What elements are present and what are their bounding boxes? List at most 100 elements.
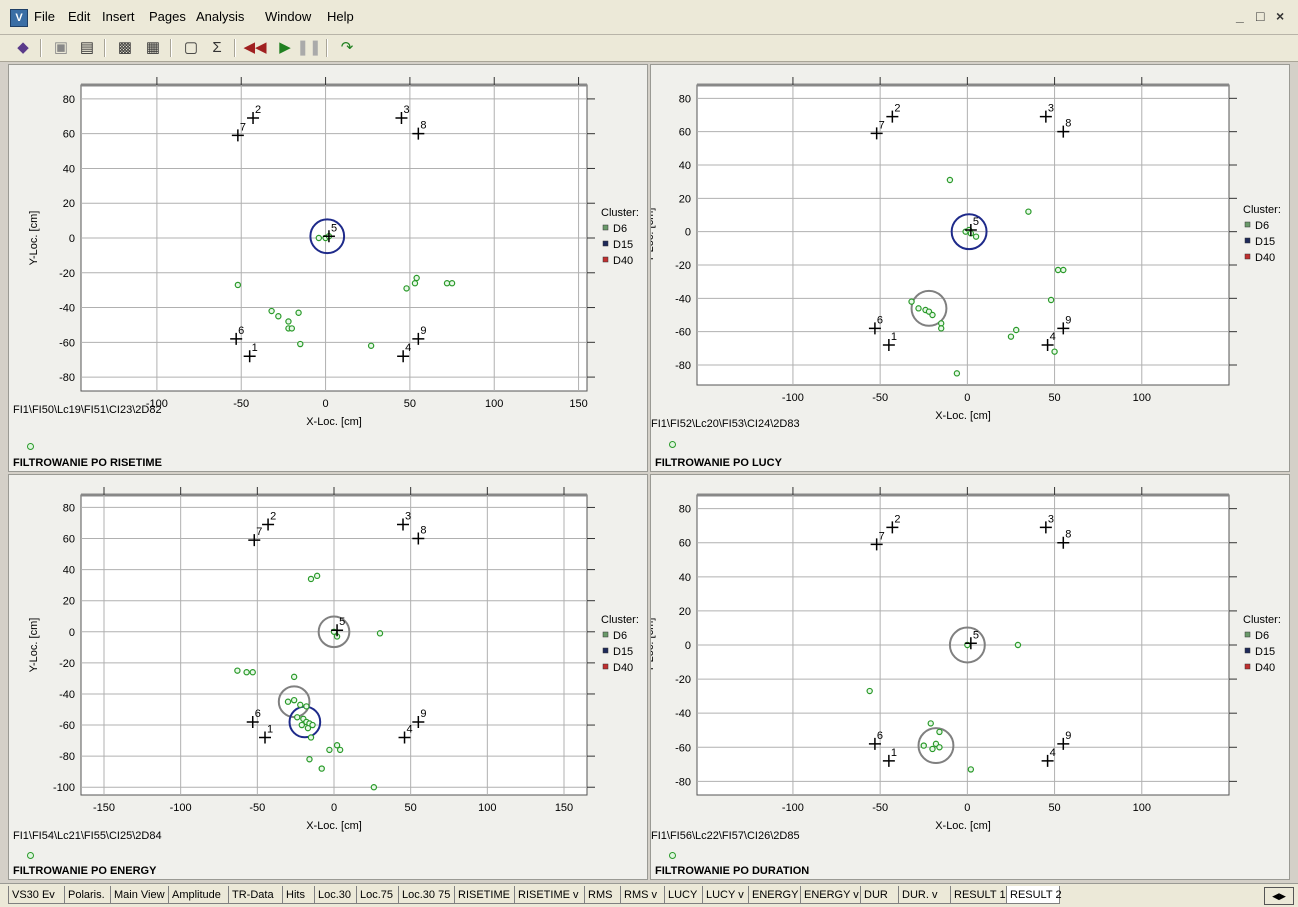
event-point [294, 714, 301, 721]
y-tick-label: 80 [63, 94, 75, 106]
legend-item: D40 [613, 255, 633, 267]
event-point [285, 318, 292, 325]
legend-swatch [602, 240, 609, 247]
tab-risetime[interactable]: RISETIME [454, 886, 516, 904]
sensor-marker [964, 224, 977, 236]
menu-window[interactable]: Window [265, 9, 312, 24]
sensor-marker [882, 754, 895, 767]
event-point [376, 630, 384, 637]
sigma-icon[interactable]: Σ [212, 39, 222, 56]
page-setup-icon[interactable]: ▦ [145, 39, 161, 56]
tab-risetime-v[interactable]: RISETIME v [514, 886, 586, 904]
chart-panel-energy[interactable]: 80 60 40 20 0 -20 -40 -60 -80 -100 -150 -100 -50 0 50 1… [8, 474, 648, 880]
menu-pages[interactable]: Pages [149, 9, 186, 24]
legend-title: Cluster: [601, 207, 639, 219]
sensor-label: 4 [405, 342, 411, 354]
y-tick-label: -40 [59, 689, 75, 701]
step-icon[interactable]: ↷ [340, 39, 354, 56]
cluster-circle [309, 218, 346, 255]
tab-result-2[interactable]: RESULT 2 [1006, 886, 1062, 904]
tab-tr-data[interactable]: TR-Data [228, 886, 284, 904]
menu-analysis[interactable]: Analysis [196, 9, 245, 24]
tab-vs30-ev[interactable]: VS30 Ev [8, 886, 66, 904]
chart-panel-lucy[interactable]: 80 60 40 20 0 -20 -40 -60 -80 -100 -50 0 50 100 X-Loc.… [650, 64, 1290, 472]
y-tick-label: 60 [63, 534, 75, 546]
tab-polaris[interactable]: Polaris. [64, 886, 112, 904]
y-tick-label: -60 [59, 720, 75, 732]
tab-hits[interactable]: Hits [282, 886, 316, 904]
y-tick-label: -60 [675, 327, 691, 339]
legend-marker [669, 441, 676, 448]
save-icon[interactable]: ▣ [53, 39, 69, 56]
sensor-marker [331, 624, 344, 637]
close-button[interactable]: × [1276, 8, 1285, 24]
legend-item: D6 [613, 223, 627, 235]
legend-swatch [602, 647, 609, 654]
legend-marker [27, 852, 34, 859]
sheet-tab-bar: ◀▶ VS30 Ev Polaris. Main View Amplitude TR-D… [0, 883, 1298, 907]
sensor-label: 2 [255, 104, 261, 116]
rewind-icon[interactable]: ◀◀ [243, 39, 267, 56]
tab-loc-30-75[interactable]: Loc.30 75 [398, 886, 456, 904]
x-tick-label: 50 [405, 802, 417, 814]
play-icon[interactable]: ▶ [279, 39, 291, 56]
tab-loc-30[interactable]: Loc.30 [314, 886, 358, 904]
sensor-label: 1 [891, 331, 897, 343]
sensor-marker [1039, 521, 1052, 534]
legend-swatch [1244, 237, 1251, 244]
tab-result-1[interactable]: RESULT 1 [950, 886, 1008, 904]
menu-file[interactable]: File [34, 9, 55, 24]
sensor-label: 8 [420, 525, 426, 537]
tab-rms-v[interactable]: RMS v [620, 886, 666, 904]
legend-swatch [1244, 221, 1251, 228]
tab-amplitude[interactable]: Amplitude [168, 886, 230, 904]
tab-main-view[interactable]: Main View [110, 886, 170, 904]
tab-lucy-v[interactable]: LUCY v [702, 886, 750, 904]
tab-dur-v[interactable]: DUR. v [898, 886, 952, 904]
file-path-label: FI1\FI54\Lc21\FI55\CI25\2D84 [13, 830, 162, 842]
sensor-label: 6 [255, 708, 261, 720]
tab-dur[interactable]: DUR [860, 886, 900, 904]
sensor-marker [1057, 125, 1070, 138]
menu-insert[interactable]: Insert [102, 9, 135, 24]
event-point [1013, 326, 1020, 334]
app-icon[interactable]: V [10, 9, 28, 27]
menu-help[interactable]: Help [327, 9, 354, 24]
sensor-label: 2 [894, 513, 900, 525]
scatter-plot-duration: 80 60 40 20 0 -20 -40 -60 -80 -100 -50 0 50 100 X-Loc.… [651, 487, 1281, 832]
sensor-marker [247, 112, 260, 125]
sensor-label: 7 [240, 121, 246, 133]
chart-panel-duration[interactable]: 80 60 40 20 0 -20 -40 -60 -80 -100 -50 0 50 100 X-Loc.… [650, 474, 1290, 880]
chart-panel-risetime[interactable]: 80 60 40 20 0 -20 -40 -60 -80 -100 -50 0 50 100 150 X-L… [8, 64, 648, 472]
sensor-marker [1041, 754, 1054, 767]
open-book-icon[interactable]: ◆ [17, 39, 29, 56]
event-point [336, 746, 344, 754]
tab-scroll-icon[interactable]: ◀▶ [1264, 887, 1294, 905]
menu-edit[interactable]: Edit [68, 9, 91, 24]
y-tick-label: 80 [63, 502, 75, 514]
print-icon[interactable]: ▤ [79, 39, 95, 56]
tab-energy-v[interactable]: ENERGY v [800, 886, 862, 904]
event-point [1054, 266, 1062, 274]
y-tick-label: 20 [679, 193, 691, 205]
tab-rms[interactable]: RMS [584, 886, 622, 904]
file-path-label: FI1\FI50\Lc19\FI51\CI23\2D82 [13, 404, 162, 416]
tab-energy[interactable]: ENERGY [748, 886, 802, 904]
x-tick-label: 150 [555, 802, 573, 814]
tab-lucy[interactable]: LUCY [664, 886, 704, 904]
minimize-button[interactable]: _ [1236, 8, 1244, 24]
tab-loc-75[interactable]: Loc.75 [356, 886, 400, 904]
restore-button[interactable]: □ [1256, 8, 1265, 24]
graph-icon[interactable]: ▢ [183, 39, 199, 56]
pause-icon[interactable]: ❚❚ [296, 39, 322, 56]
event-point [920, 742, 927, 749]
sensor-marker [246, 715, 259, 728]
legend-item: D6 [1255, 630, 1269, 642]
x-tick-label: -100 [170, 802, 192, 814]
y-tick-label: 20 [63, 198, 75, 210]
event-point [937, 325, 945, 332]
y-tick-label: -20 [675, 674, 691, 686]
zoom-page-icon[interactable]: ▩ [117, 39, 133, 56]
chart-title: FILTROWANIE PO DURATION [655, 865, 810, 877]
y-tick-label: 40 [63, 163, 75, 175]
